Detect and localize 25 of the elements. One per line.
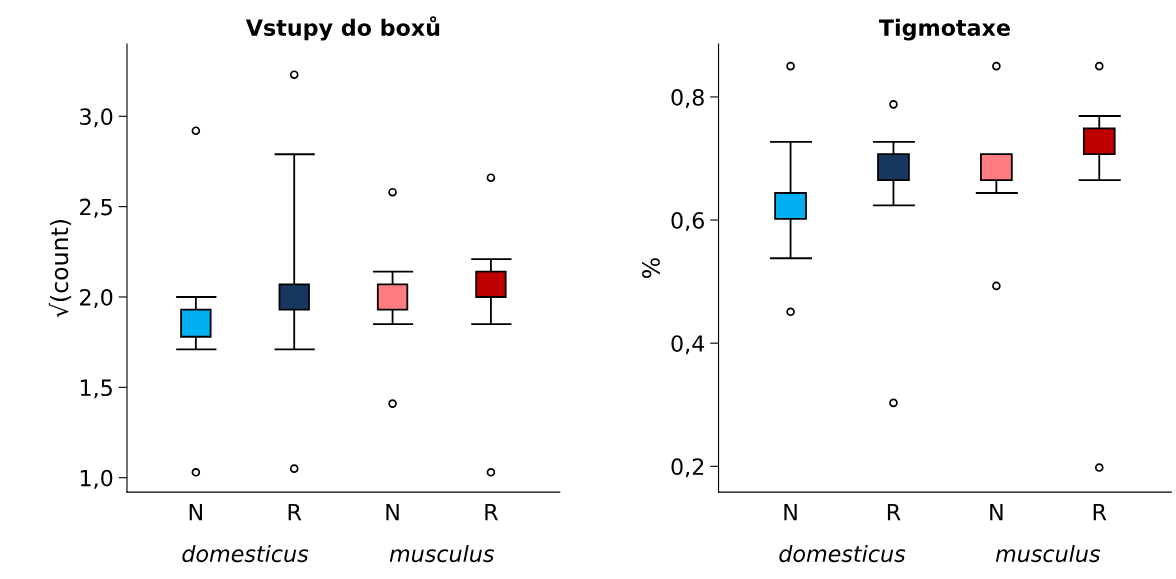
x-tick-label: R [1093, 503, 1107, 521]
y-tick-label: 1,0 [80, 469, 113, 489]
x-tick-label: R [288, 503, 302, 521]
x-tick-label: N [784, 503, 797, 521]
chart-title: Tigmotaxe [878, 18, 1010, 41]
y-tick-label: 3,0 [80, 108, 113, 128]
y-tick-label: 0,4 [671, 335, 705, 355]
x-tick-label: N [386, 503, 399, 521]
x-tick-label: R [485, 503, 499, 521]
text: domesticus [779, 544, 906, 563]
y-tick-label: 0,2 [671, 458, 704, 478]
y-tick-label: 2,5 [80, 198, 112, 218]
text: domesticus [182, 544, 309, 563]
text: musculus [995, 544, 1101, 563]
y-tick-label: 2,0 [80, 288, 113, 309]
y-axis-title: % [642, 258, 660, 278]
chart-title: Vstupy do boxů [245, 16, 440, 41]
x-tick-label: N [189, 503, 202, 521]
text: musculus [389, 544, 495, 563]
y-tick-label: 0,6 [671, 212, 704, 232]
x-tick-label: R [887, 503, 901, 521]
y-tick-label: 0,8 [671, 88, 704, 108]
y-axis-title: √(count) [48, 220, 72, 318]
y-tick-label: 1,5 [80, 379, 112, 399]
x-tick-label: N [990, 503, 1003, 521]
